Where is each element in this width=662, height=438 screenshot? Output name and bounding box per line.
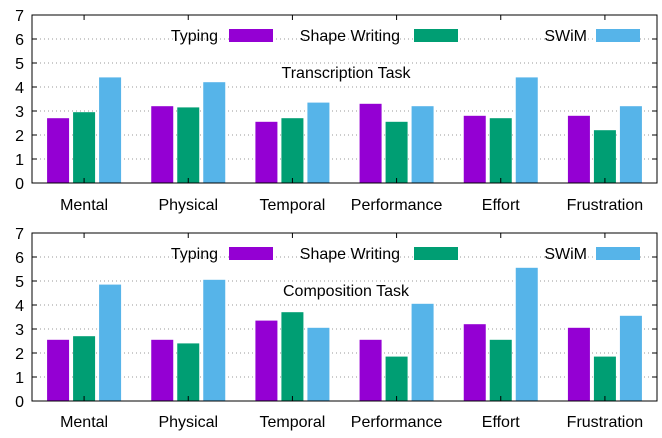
y-tick-label: 6 [15,250,24,267]
y-tick-label: 7 [15,226,24,243]
bar-typing-performance [359,103,382,183]
bar-shape-writing-effort [489,118,512,183]
bar-swim-frustration [619,106,642,183]
legend-label-swim: SWiM [544,246,587,263]
y-tick-label: 3 [15,104,24,121]
bar-typing-mental [47,339,70,401]
legend-swatch-swim [596,29,640,42]
legend-swatch-shape-writing [414,29,458,42]
bar-typing-physical [151,106,174,183]
x-tick-label-physical: Physical [158,414,218,431]
x-tick-label-physical: Physical [158,197,218,214]
y-tick-label: 7 [15,8,24,25]
legend-label-shape-writing: Shape Writing [300,28,400,45]
legend-label-shape-writing: Shape Writing [300,246,400,263]
legend-swatch-swim [596,247,640,260]
legend-swatch-typing [229,29,273,42]
y-tick-label: 2 [15,346,24,363]
bar-swim-effort [515,77,538,183]
y-tick-label: 1 [15,370,24,387]
y-tick-label: 4 [15,80,24,97]
bar-typing-frustration [567,327,590,401]
x-tick-label-mental: Mental [60,414,108,431]
legend-label-swim: SWiM [544,28,587,45]
chart-panel-1: 0 1 2 3 4 5 6 7 Mental Physical Temporal Performanc… [15,8,658,214]
bar-swim-effort [515,267,538,401]
bar-shape-writing-performance [385,121,408,183]
y-tick-label: 6 [15,32,24,49]
y-tick-label: 2 [15,128,24,145]
bar-swim-mental [99,77,122,183]
legend-swatch-shape-writing [414,247,458,260]
bar-typing-mental [47,118,70,183]
x-tick-label-temporal: Temporal [260,414,326,431]
x-tick-label-effort: Effort [482,197,521,214]
legend-swatch-typing [229,247,273,260]
chart-title: Composition Task [283,283,410,300]
chart-panel-2: 0 1 2 3 4 5 6 7 Mental Physical Temporal Performanc… [15,226,658,431]
bar-shape-writing-physical [177,343,200,401]
x-tick-label-performance: Performance [351,414,443,431]
bar-swim-performance [411,303,434,401]
plot-frame [31,14,658,184]
x-tick-label-frustration: Frustration [567,197,643,214]
x-tick-label-frustration: Frustration [567,414,643,431]
bar-typing-temporal [255,121,278,183]
bar-swim-frustration [619,315,642,401]
bar-swim-temporal [307,327,330,401]
bar-swim-performance [411,106,434,183]
bar-shape-writing-effort [489,339,512,401]
bar-typing-effort [463,115,486,183]
x-tick-label-temporal: Temporal [260,197,326,214]
bar-typing-temporal [255,320,278,401]
bar-swim-physical [203,279,226,401]
legend-label-typing: Typing [171,246,218,263]
bar-shape-writing-mental [73,336,96,401]
y-tick-label: 4 [15,298,24,315]
bar-swim-physical [203,82,226,183]
bar-shape-writing-temporal [281,118,304,183]
y-tick-label: 1 [15,152,24,169]
bar-shape-writing-mental [73,112,96,183]
bar-shape-writing-frustration [593,130,616,183]
bar-typing-physical [151,339,174,401]
x-tick-label-mental: Mental [60,197,108,214]
x-tick-label-performance: Performance [351,197,443,214]
bar-typing-frustration [567,115,590,183]
bar-swim-mental [99,284,122,401]
y-tick-label: 5 [15,56,24,73]
bar-typing-performance [359,339,382,401]
bar-shape-writing-performance [385,356,408,401]
bar-typing-effort [463,324,486,401]
legend-label-typing: Typing [171,28,218,45]
y-tick-label: 0 [15,176,24,193]
y-tick-label: 0 [15,394,24,411]
plot-frame [31,232,658,402]
bar-shape-writing-frustration [593,356,616,401]
bar-shape-writing-physical [177,107,200,183]
y-tick-label: 5 [15,274,24,291]
bar-swim-temporal [307,102,330,183]
x-tick-label-effort: Effort [482,414,521,431]
bar-shape-writing-temporal [281,312,304,401]
chart-title: Transcription Task [282,65,412,82]
y-tick-label: 3 [15,322,24,339]
